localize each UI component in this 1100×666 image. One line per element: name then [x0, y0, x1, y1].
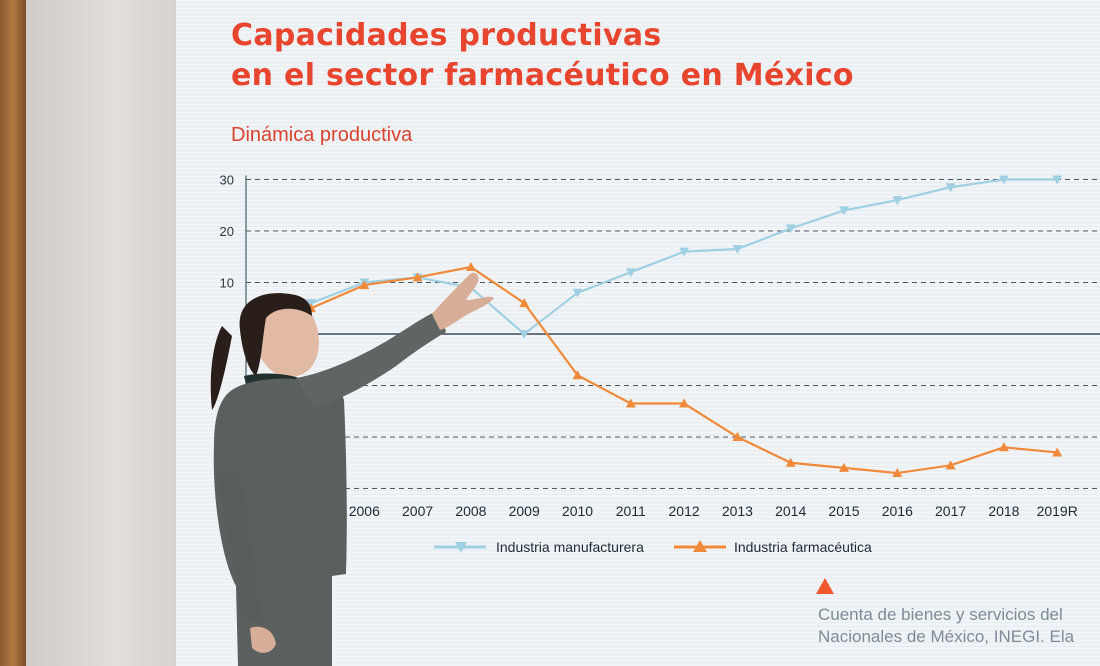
legend-label-farmaceutica: Industria farmacéutica: [734, 539, 872, 555]
data-point: [945, 183, 956, 193]
x-tick-label: 2009: [509, 503, 540, 519]
data-point: [625, 268, 636, 278]
data-point: [412, 272, 423, 282]
data-point: [998, 442, 1009, 452]
data-point: [519, 298, 530, 308]
data-point: [839, 462, 849, 472]
data-point: [679, 247, 690, 257]
x-tick-label: 2017: [935, 503, 966, 519]
data-point: [1052, 447, 1063, 457]
data-point: [839, 206, 849, 216]
x-tick-label: 2010: [562, 503, 593, 519]
x-tick-label: 2019R: [1037, 503, 1078, 519]
x-tick-label: 2013: [722, 503, 753, 519]
x-tick-label: 2011: [616, 503, 646, 519]
x-tick-label: 2015: [828, 503, 859, 519]
slide-title-line-1: Capacidades productivas: [231, 18, 662, 53]
data-point: [572, 370, 583, 380]
data-point: [945, 460, 956, 470]
slide-title-line-2: en el sector farmacéutico en México: [231, 58, 854, 93]
chart-subtitle: Dinámica productiva: [231, 124, 413, 146]
data-point: [359, 280, 370, 290]
source-line-2: Nacionales de México, INEGI. Ela: [818, 627, 1075, 646]
data-point: [892, 468, 903, 478]
warning-triangle-icon: [816, 578, 834, 594]
wood-panel: [0, 0, 26, 666]
data-point: [892, 196, 903, 206]
source-note: Cuenta de bienes y servicios del Naciona…: [818, 604, 1074, 648]
data-point: [785, 457, 796, 467]
x-tick-label: 2016: [882, 503, 913, 519]
data-point: [732, 432, 743, 441]
presenter-silhouette: [210, 272, 494, 666]
legend-marker-farmaceutica: [693, 540, 707, 552]
y-tick-label: 10: [220, 276, 234, 291]
x-tick-label: 2012: [669, 503, 700, 519]
x-tick-label: 2018: [988, 503, 1019, 519]
data-point: [732, 245, 743, 255]
x-tick-label: 2006: [349, 503, 380, 519]
data-point: [679, 398, 690, 408]
slide-title: Capacidades productivas en el sector far…: [231, 16, 854, 96]
legend-label-manufacturera: Industria manufacturera: [496, 539, 644, 555]
data-point: [998, 175, 1009, 185]
data-point: [1052, 175, 1063, 185]
x-tick-label: 2007: [402, 503, 433, 519]
x-tick-label: 2014: [775, 503, 806, 519]
y-tick-label: 30: [220, 173, 234, 188]
data-point: [519, 330, 530, 339]
background-wall: [26, 0, 176, 666]
data-point: [785, 224, 796, 234]
source-line-1: Cuenta de bienes y servicios del: [818, 605, 1063, 624]
y-tick-label: 20: [220, 224, 234, 239]
data-point: [465, 262, 476, 272]
data-point: [572, 288, 583, 298]
data-point: [625, 398, 636, 408]
x-tick-label: 2008: [455, 503, 486, 519]
legend-marker-manufacturera: [455, 542, 467, 553]
